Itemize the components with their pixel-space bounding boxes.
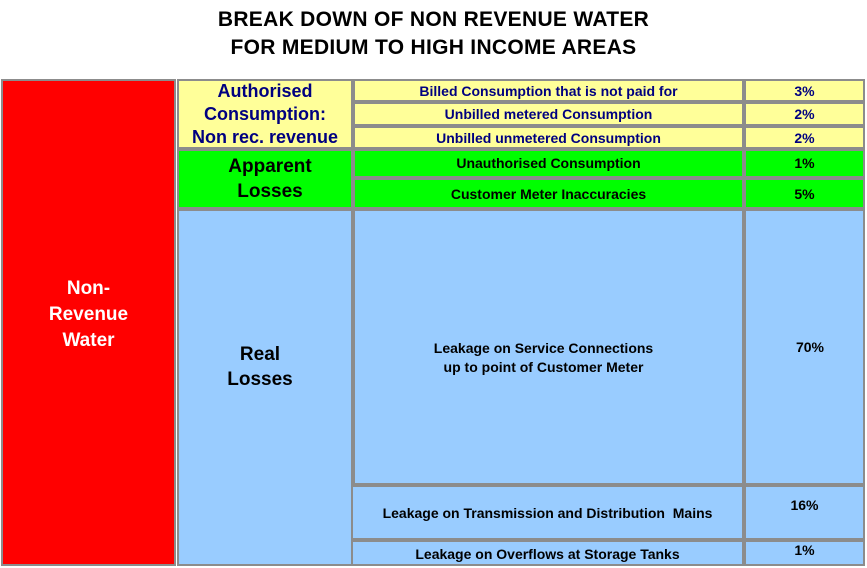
authorised-consumption-box	[177, 79, 353, 149]
component-service-connections-label: Leakage on Service Connections up to poi…	[353, 339, 734, 377]
real-losses-label-line1: Real	[239, 344, 281, 365]
non-revenue-water-label-line2: Revenue	[48, 304, 129, 325]
real-losses-box	[177, 209, 353, 566]
apparent-losses-box	[177, 149, 353, 209]
authorised-consumption-label-line1: Authorised	[217, 81, 313, 101]
diagram-title-line1: BREAK DOWN OF NON REVENUE WATER	[217, 8, 650, 31]
component-billed-not-paid: Billed Consumption that is not paid for	[353, 79, 744, 102]
service-connections-line2: up to point of Customer Meter	[443, 359, 644, 375]
non-revenue-water-label: Non- Revenue Water	[1, 276, 176, 354]
percent-billed-not-paid: 3%	[744, 79, 865, 102]
authorised-consumption-label: Authorised Consumption: Non rec. revenue	[177, 80, 353, 149]
component-service-connections	[353, 209, 744, 485]
service-connections-line1: Leakage on Service Connections	[433, 340, 654, 356]
authorised-consumption-label-line3: Non rec. revenue	[191, 127, 339, 147]
percent-service-connections: 70%	[795, 339, 825, 355]
percent-customer-meter-inaccuracies: 5%	[744, 178, 865, 209]
percent-service-connections-box	[744, 209, 865, 485]
percent-overflows-storage-tanks: 1%	[744, 540, 865, 566]
non-revenue-water-label-line3: Water	[62, 330, 115, 351]
percent-transmission-distribution-mains: 16%	[744, 485, 865, 540]
component-unauthorised-consumption: Unauthorised Consumption	[353, 149, 744, 178]
component-unbilled-metered: Unbilled metered Consumption	[353, 102, 744, 126]
apparent-losses-label-line2: Losses	[237, 181, 303, 202]
diagram-title-line2: FOR MEDIUM TO HIGH INCOME AREAS	[230, 36, 637, 59]
real-losses-label-line2: Losses	[227, 369, 293, 390]
percent-unauthorised-consumption: 1%	[744, 149, 865, 178]
non-revenue-water-label-line1: Non-	[66, 278, 111, 299]
component-unbilled-unmetered: Unbilled unmetered Consumption	[353, 126, 744, 149]
apparent-losses-label: Apparent Losses	[177, 154, 363, 204]
authorised-consumption-label-line2: Consumption:	[204, 104, 326, 124]
percent-unbilled-unmetered: 2%	[744, 126, 865, 149]
real-losses-label: Real Losses	[177, 342, 343, 392]
percent-unbilled-metered: 2%	[744, 102, 865, 126]
non-revenue-water-box	[1, 79, 176, 566]
component-overflows-storage-tanks: Leakage on Overflows at Storage Tanks	[351, 540, 744, 566]
component-customer-meter-inaccuracies: Customer Meter Inaccuracies	[353, 178, 744, 209]
apparent-losses-label-line1: Apparent	[228, 156, 312, 177]
component-transmission-distribution-mains: Leakage on Transmission and Distribution…	[351, 485, 744, 540]
